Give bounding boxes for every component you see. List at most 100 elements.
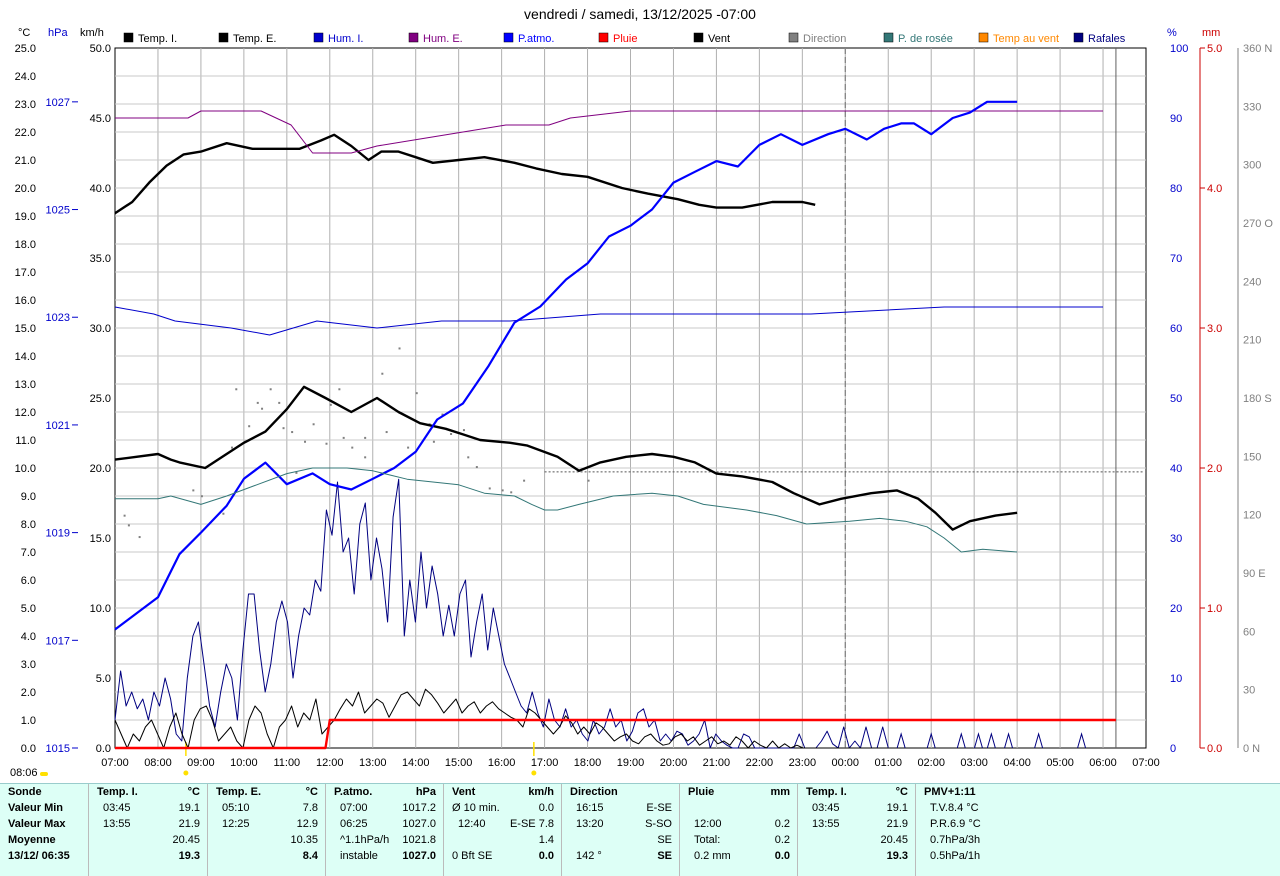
stats-row: Total: 0.2 bbox=[680, 832, 798, 848]
stats-column: Vent km/h Ø 10 min. 0.0 12:40 E-SE 7.8 1.4 0 Bf… bbox=[443, 784, 562, 876]
stats-column-header: Direction bbox=[562, 784, 680, 800]
stats-column-title: PMV+1:11 bbox=[924, 786, 976, 798]
series-line-temp-e- bbox=[114, 385, 1018, 531]
stats-row: 10.35 bbox=[208, 832, 326, 848]
stats-column-title: Vent bbox=[452, 786, 476, 798]
dir-tick-label: 300 bbox=[1243, 160, 1261, 172]
wind-tick-label: 30.0 bbox=[90, 323, 111, 335]
hum-tick-label: 80 bbox=[1170, 183, 1182, 195]
dir-tick-label: 330 bbox=[1243, 101, 1261, 113]
rafales-blip bbox=[926, 732, 936, 749]
stats-row: 20.45 bbox=[798, 832, 916, 848]
stats-column-title: Temp. I. bbox=[806, 786, 847, 798]
stats-column-unit: °C bbox=[895, 786, 908, 798]
stats-label-row: Valeur Max bbox=[8, 818, 66, 830]
stats-row: 19.3 bbox=[89, 848, 208, 864]
temp-tick-label: 23.0 bbox=[15, 99, 36, 111]
weather-chart: °C hPa km/h% mm 0.0 1.0 2.0 3.0 4.0 5.0 6.0 7.0 8.0 9… bbox=[15, 27, 1273, 776]
stats-cell-value: 19.1 bbox=[886, 802, 908, 814]
stats-row: Ø 10 min. 0.0 bbox=[444, 800, 562, 816]
stats-column-title: Temp. E. bbox=[216, 786, 262, 798]
stats-cell-value: 0.0 bbox=[538, 802, 554, 814]
temp-tick-label: 24.0 bbox=[15, 71, 36, 83]
stats-label-row: Valeur Min bbox=[8, 802, 64, 814]
chart-title: vendredi / samedi, 13/12/2025 -07:00 bbox=[524, 6, 756, 22]
hum-tick-label: 50 bbox=[1170, 393, 1182, 405]
direction-point bbox=[364, 456, 367, 459]
stats-row: 20.45 bbox=[89, 832, 208, 848]
x-tick-label: 03:00 bbox=[960, 757, 988, 769]
hum-tick-label: 0 bbox=[1170, 743, 1176, 755]
rain-axis-unit: mm bbox=[1202, 27, 1220, 39]
x-tick-label: 11:00 bbox=[273, 757, 300, 769]
legend-swatch bbox=[123, 32, 134, 43]
rain-tick-label: 2.0 bbox=[1207, 463, 1222, 475]
dir-tick-label: 90 E bbox=[1243, 568, 1266, 580]
temp-tick-label: 25.0 bbox=[15, 43, 36, 55]
legend-swatch bbox=[313, 32, 324, 43]
rafales-blip bbox=[896, 732, 906, 749]
stats-column: Pluie mm 12:00 0.2 Total: 0.2 0.2 mm 0.0 bbox=[679, 784, 798, 876]
direction-point bbox=[398, 347, 401, 350]
legend-swatch bbox=[503, 32, 514, 43]
hum-tick-label: 20 bbox=[1170, 603, 1182, 615]
stats-cell-value: 0.0 bbox=[774, 850, 790, 862]
x-tick-label: 12:00 bbox=[316, 757, 344, 769]
stats-column-title: Pluie bbox=[688, 786, 715, 798]
x-tick-label: 19:00 bbox=[617, 757, 645, 769]
direction-point bbox=[138, 536, 141, 539]
temp-tick-label: 3.0 bbox=[21, 659, 36, 671]
direction-point bbox=[248, 425, 251, 428]
stats-row: P.R.6.9 °C bbox=[916, 816, 1034, 832]
hum-tick-label: 40 bbox=[1170, 463, 1182, 475]
stats-cell-label: 0.5hPa/1h bbox=[930, 850, 981, 862]
stats-cell-label: 12:00 bbox=[694, 818, 722, 830]
stats-row: SE bbox=[562, 832, 680, 848]
rain-tick-label: 0.0 bbox=[1207, 743, 1222, 755]
stats-cell-label: Total: bbox=[694, 834, 721, 846]
direction-point bbox=[441, 413, 444, 416]
stats-cell-value: 1027.0 bbox=[402, 818, 436, 830]
direction-point bbox=[432, 440, 435, 443]
direction-point bbox=[235, 388, 238, 391]
legend-swatch bbox=[408, 32, 419, 43]
rafales-blip bbox=[956, 732, 966, 749]
direction-point bbox=[278, 401, 281, 404]
dir-tick-label: 180 S bbox=[1243, 393, 1272, 405]
direction-point bbox=[587, 479, 590, 482]
legend-label: Temp. E. bbox=[233, 33, 276, 45]
x-tick-label: 14:00 bbox=[402, 757, 430, 769]
direction-point bbox=[338, 388, 341, 391]
direction-point bbox=[450, 433, 453, 435]
stats-cell-value: E-SE 7.8 bbox=[509, 818, 554, 830]
wind-tick-label: 50.0 bbox=[90, 43, 111, 55]
legend-label: P.atmo. bbox=[518, 33, 555, 45]
temp-tick-label: 8.0 bbox=[21, 519, 36, 531]
stats-row: T.V.8.4 °C bbox=[916, 800, 1034, 816]
hum-tick-label: 70 bbox=[1170, 253, 1182, 265]
legend-label: Hum. E. bbox=[423, 33, 463, 45]
stats-row: 03:45 19.1 bbox=[798, 800, 916, 816]
stats-column-header: Temp. I. °C bbox=[798, 784, 916, 800]
hum-tick-label: 90 bbox=[1170, 113, 1182, 125]
dir-tick-label: 150 bbox=[1243, 451, 1261, 463]
stats-column-header: Vent km/h bbox=[444, 784, 562, 800]
x-tick-label: 07:00 bbox=[101, 757, 129, 769]
x-tick-label: 22:00 bbox=[746, 757, 774, 769]
direction-point bbox=[269, 388, 272, 391]
x-tick-label: 13:00 bbox=[359, 757, 387, 769]
stats-row: ^1.1hPa/h 1021.8 bbox=[326, 832, 444, 848]
direction-point bbox=[291, 431, 294, 434]
legend-swatch bbox=[788, 32, 799, 43]
direction-point bbox=[312, 423, 315, 426]
rain-tick-label: 4.0 bbox=[1207, 183, 1222, 195]
stats-cell-label: 16:15 bbox=[576, 802, 604, 814]
direction-point bbox=[329, 403, 332, 406]
stats-column-unit: mm bbox=[770, 786, 790, 798]
temp-tick-label: 13.0 bbox=[15, 379, 36, 391]
temp-tick-label: 1.0 bbox=[21, 715, 36, 727]
temp-tick-label: 7.0 bbox=[21, 547, 36, 559]
press-tick-label: 1025 bbox=[46, 205, 70, 217]
stats-cell-label: 03:45 bbox=[812, 802, 840, 814]
temp-tick-label: 11.0 bbox=[15, 435, 36, 447]
